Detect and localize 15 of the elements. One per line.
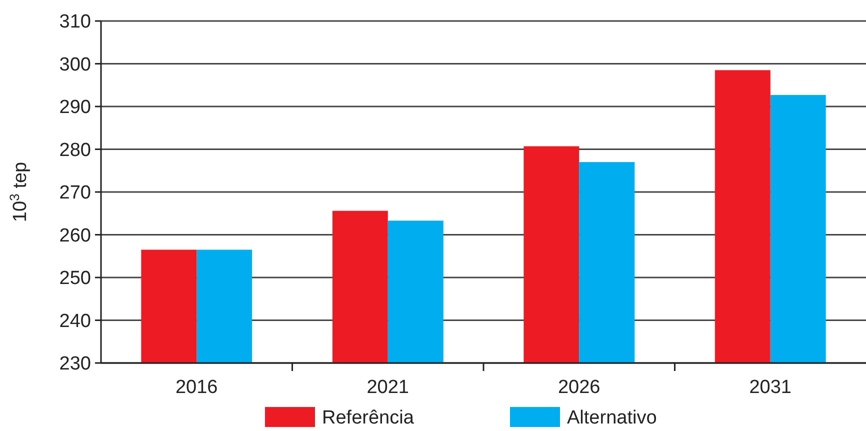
y-tick-label: 230 [59, 354, 91, 375]
legend-label: Alternativo [567, 408, 657, 429]
y-tick-label: 280 [59, 140, 91, 161]
y-tick-label: 310 [59, 12, 91, 33]
x-tick-label: 2016 [175, 377, 218, 398]
y-tick-label: 240 [59, 310, 91, 332]
x-tick-label: 2026 [558, 377, 600, 398]
x-tick-label: 2021 [366, 377, 410, 398]
y-tick-label: 250 [59, 268, 91, 290]
y-tick-label: 300 [59, 54, 91, 76]
y-tick-label: 290 [59, 97, 91, 118]
y-tick-label: 270 [59, 182, 91, 204]
y-tick-label: 260 [59, 225, 91, 246]
legend-label: Referência [322, 408, 414, 429]
x-tick-label: 2031 [749, 377, 792, 398]
